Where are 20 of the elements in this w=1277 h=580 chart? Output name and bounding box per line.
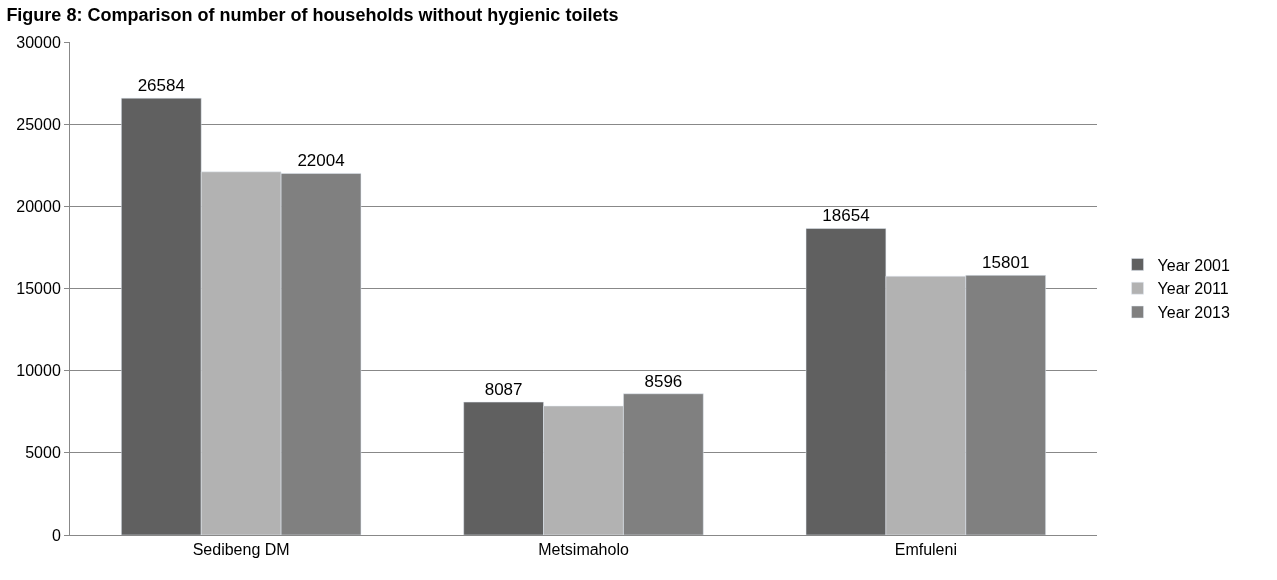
y-tick-label: 0 — [51, 526, 61, 544]
legend-label: Year 2011 — [1157, 280, 1229, 298]
y-tick-label: 5000 — [25, 444, 61, 462]
data-label: 8596 — [644, 371, 683, 391]
chart-title: Figure 8: Comparison of number of households without hygienic toilets — [6, 5, 619, 26]
y-tick-label: 30000 — [16, 33, 61, 51]
y-tick-label: 25000 — [16, 115, 61, 133]
data-label: 26584 — [137, 76, 185, 96]
data-label: 18654 — [822, 206, 870, 226]
legend-label: Year 2013 — [1157, 304, 1231, 322]
x-tick-label: Metsimaholo — [538, 541, 629, 559]
legend-label: Year 2001 — [1157, 256, 1231, 274]
y-tick-label: 20000 — [16, 197, 61, 215]
x-tick-label: Emfuleni — [894, 541, 957, 559]
data-label: 8087 — [484, 380, 523, 400]
data-label: 22004 — [297, 151, 345, 171]
y-tick-label: 15000 — [16, 280, 61, 298]
x-tick-label: Sedibeng DM — [192, 541, 290, 559]
y-tick-label: 10000 — [16, 362, 61, 380]
data-label: 15801 — [982, 253, 1030, 273]
